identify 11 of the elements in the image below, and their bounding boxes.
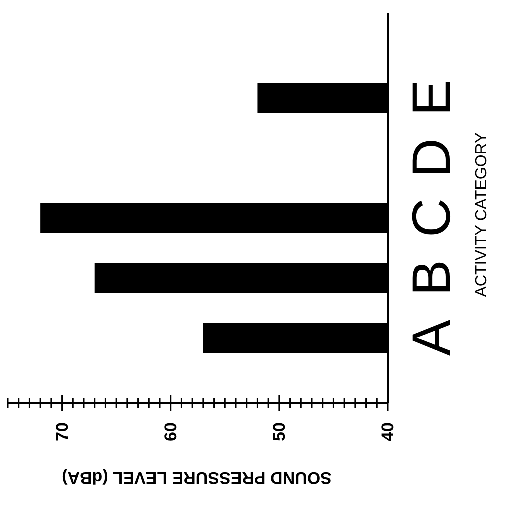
x-tick-label: 70 (52, 422, 72, 442)
y-tick-label: E (402, 80, 462, 116)
x-tick-label: 50 (270, 422, 289, 442)
x-tick-label: 40 (378, 422, 398, 442)
x-axis-title: SOUND PRESSURE LEVEL (dBA) (62, 468, 332, 488)
y-tick-label: A (402, 320, 462, 356)
y-tick-label: B (402, 260, 462, 296)
y-tick-label: D (402, 138, 462, 178)
x-tick-label: 60 (161, 422, 180, 442)
y-axis-title: ACTIVITY CATEGORY (474, 132, 490, 298)
y-tick-label: C (402, 198, 462, 238)
